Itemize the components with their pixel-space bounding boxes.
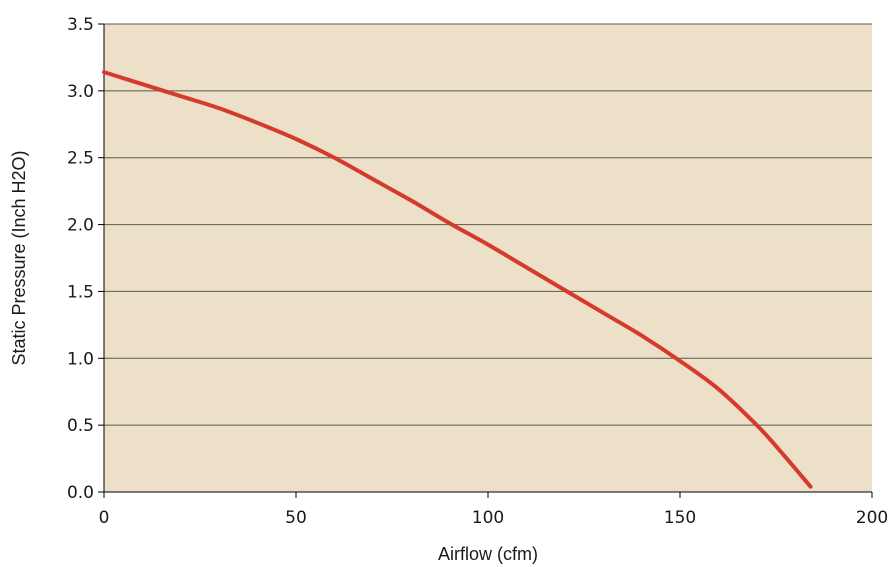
y-tick-label: 1.0: [67, 349, 94, 369]
x-tick-label: 150: [664, 508, 696, 528]
x-axis-label: Airflow (cfm): [438, 544, 538, 564]
y-tick-label: 0.5: [67, 416, 94, 436]
y-tick-labels: 0.0 0.5 1.0 1.5 2.0 2.5 3.0 3.5: [67, 15, 94, 503]
plot-area: [104, 24, 872, 492]
y-tick-label: 3.5: [67, 15, 94, 35]
series-group: [102, 70, 813, 489]
x-tick-label: 200: [856, 508, 888, 528]
x-tick-label: 100: [472, 508, 504, 528]
y-tick-label: 3.0: [67, 82, 94, 102]
x-tick-label: 50: [285, 508, 307, 528]
y-tick-label: 0.0: [67, 483, 94, 503]
x-tick-labels: 0 50 100 150 200: [99, 508, 889, 528]
y-tick-label: 2.0: [67, 216, 94, 236]
axes: [98, 23, 873, 498]
y-tick-label: 2.5: [67, 149, 94, 169]
x-tick-label: 0: [99, 508, 110, 528]
y-tick-label: 1.5: [67, 282, 94, 302]
gridlines: [104, 23, 872, 426]
y-axis-label: Static Pressure (Inch H2O): [9, 150, 29, 365]
series-line: [102, 70, 813, 489]
